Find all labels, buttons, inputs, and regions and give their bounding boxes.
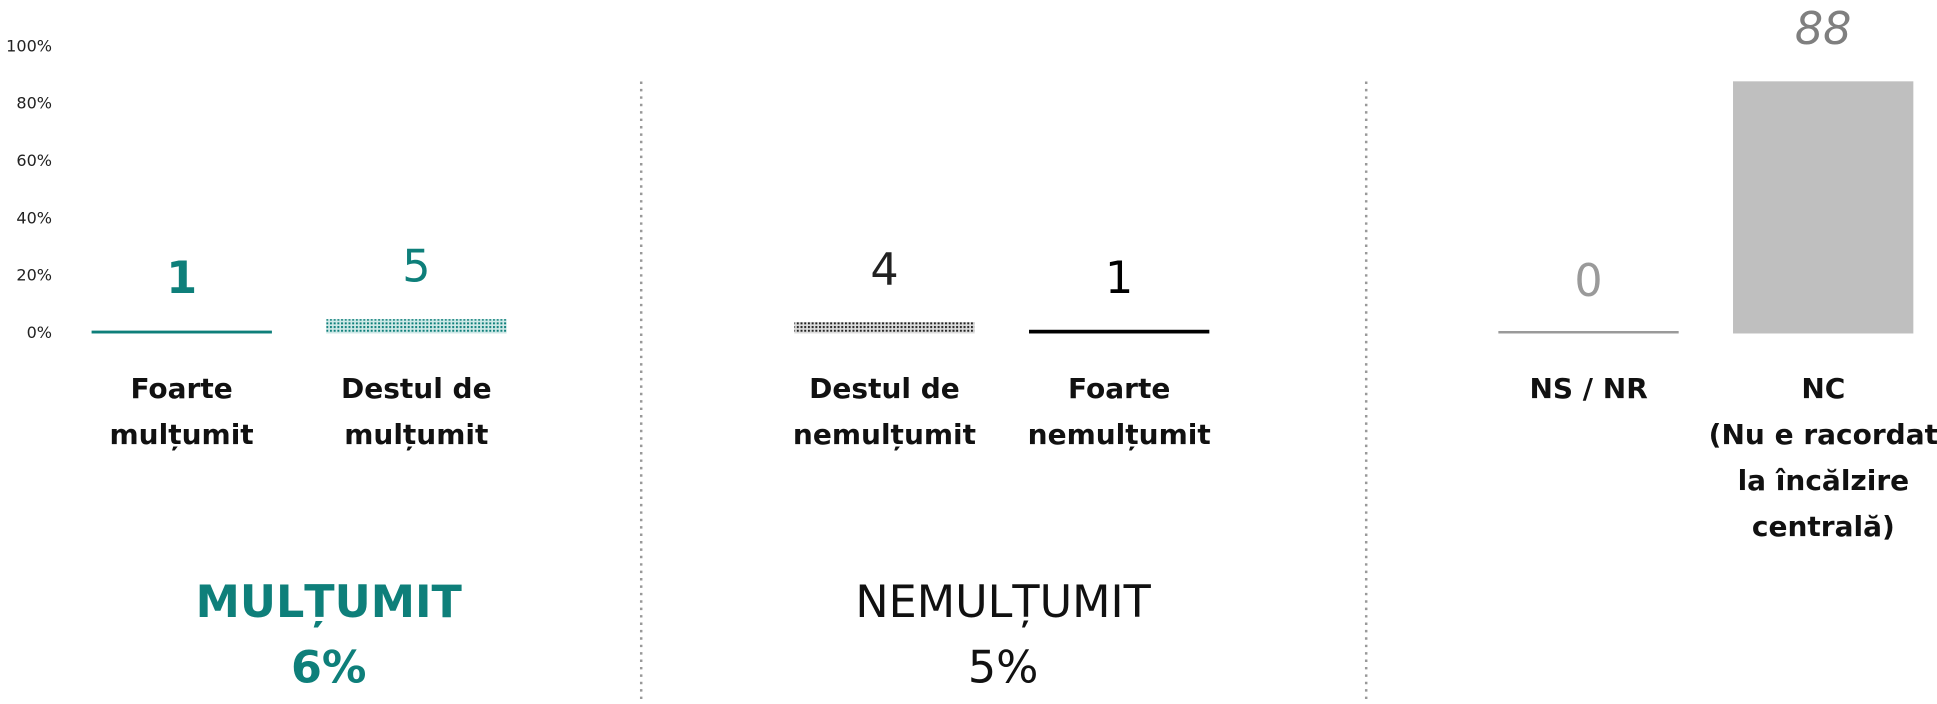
bar — [794, 322, 975, 334]
value-label: 4 — [870, 245, 898, 296]
group-total: 6% — [291, 643, 366, 694]
group-label: NEMULȚUMIT — [855, 577, 1151, 628]
bar — [1498, 331, 1679, 334]
group-total: 5% — [968, 643, 1039, 694]
value-label: 0 — [1574, 256, 1602, 307]
bar — [1029, 329, 1210, 334]
bar — [91, 330, 272, 334]
y-tick-label: 60% — [16, 151, 52, 170]
value-label: 5 — [402, 242, 430, 293]
value-label: 88 — [1795, 4, 1852, 55]
y-tick-label: 100% — [6, 36, 52, 55]
category-label: NC (Nu e racordat la încălzire centrală) — [1708, 371, 1937, 543]
y-tick-label: 80% — [16, 94, 52, 113]
category-label: Destul de mulțumit — [340, 371, 492, 451]
value-label: 1 — [166, 253, 197, 304]
category-label: Foarte nemulțumit — [1027, 371, 1211, 451]
y-tick-label: 40% — [16, 208, 52, 227]
y-tick-label: 20% — [16, 266, 52, 285]
y-tick-label: 0% — [27, 323, 52, 342]
bar — [326, 319, 507, 334]
category-label: NS / NR — [1529, 371, 1648, 405]
bar — [1733, 81, 1914, 334]
category-label: Destul de nemulțumit — [792, 371, 977, 451]
group-label: MULȚUMIT — [196, 577, 463, 628]
value-label: 1 — [1105, 253, 1133, 304]
category-label: Foarte mulțumit — [109, 371, 254, 451]
